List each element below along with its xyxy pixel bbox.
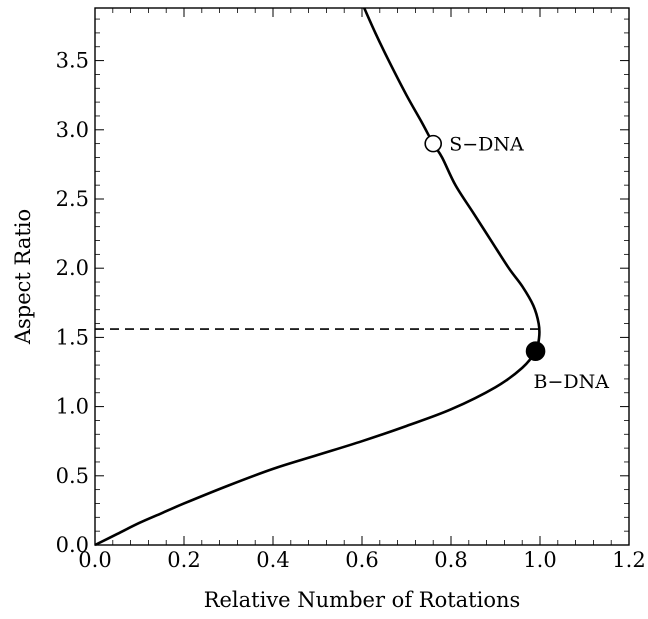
x-axis-label: Relative Number of Rotations — [204, 588, 521, 612]
ticks: 0.0 0.2 0.4 0.6 0.8 1.0 1.2 0.0 0.5 1.0 1.5 2.0 2.5 3… — [56, 8, 646, 572]
s-dna-label: S−DNA — [449, 134, 524, 156]
x-tick-label: 0.2 — [167, 548, 200, 572]
plot-frame — [94, 7, 630, 546]
y-tick-label: 1.5 — [56, 325, 89, 349]
x-tick-label: 0.6 — [345, 548, 378, 572]
b-dna-label: B−DNA — [534, 371, 610, 393]
x-tick-label: 1.2 — [612, 548, 645, 572]
annotations: S−DNA B−DNA — [424, 134, 610, 393]
y-tick-label: 2.0 — [56, 256, 89, 280]
y-tick-label: 3.5 — [56, 49, 89, 73]
y-tick-label: 1.0 — [56, 395, 89, 419]
b-dna-marker — [525, 341, 546, 362]
y-axis-label: Aspect Ratio — [11, 209, 35, 345]
x-tick-label: 0.4 — [256, 548, 289, 572]
y-tick-label: 3.0 — [56, 118, 89, 142]
x-tick-label: 1.0 — [523, 548, 556, 572]
data-series-line — [94, 7, 541, 547]
y-tick-label: 2.5 — [56, 187, 89, 211]
x-tick-label: 0.0 — [78, 548, 111, 572]
s-dna-marker — [424, 134, 443, 153]
y-tick-label: 0.0 — [56, 533, 89, 557]
y-tick-label: 0.5 — [56, 464, 89, 488]
x-tick-label: 0.8 — [434, 548, 467, 572]
